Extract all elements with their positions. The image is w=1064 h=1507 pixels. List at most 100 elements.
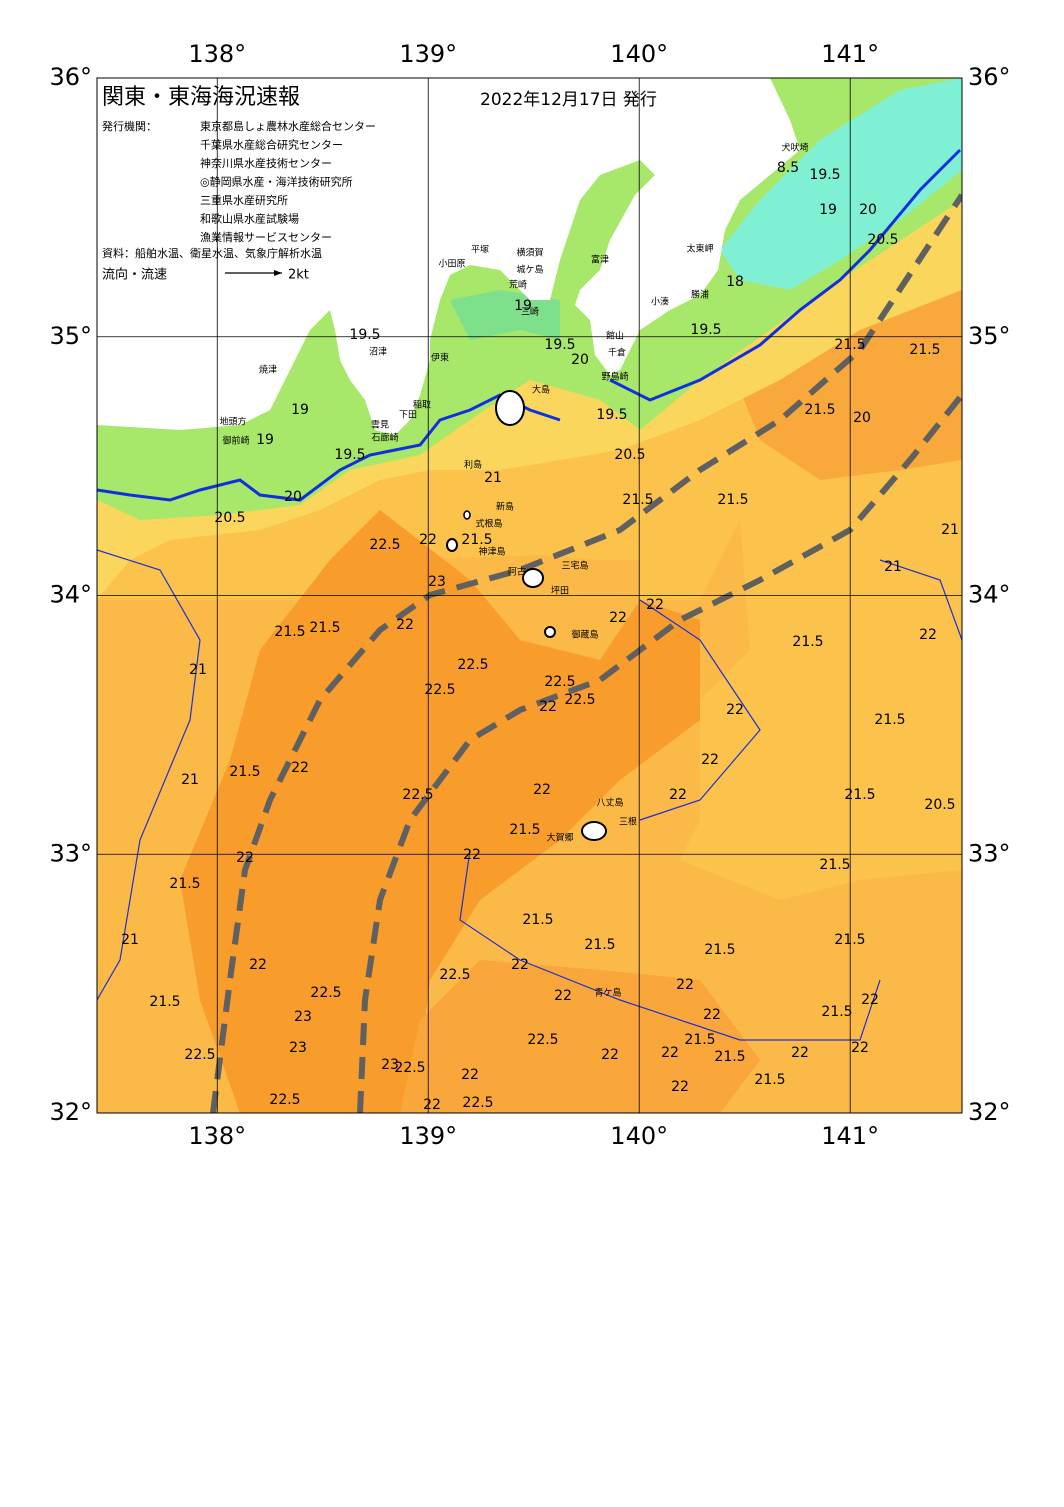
isotherm-line xyxy=(97,393,561,502)
isotherm-label: 19.5 xyxy=(809,167,840,183)
issue-date: 2022年12月17日 発行 xyxy=(480,90,657,110)
place-name: 千倉 xyxy=(608,347,626,359)
isotherm-label: 21 xyxy=(189,662,207,678)
isotherm-label: 19 xyxy=(514,298,532,314)
place-name: 石廊崎 xyxy=(371,432,398,444)
isotherm-label: 22 xyxy=(539,699,557,715)
lon-tick-label: 138° xyxy=(188,40,246,68)
isotherm-label: 23 xyxy=(428,574,446,590)
isotherm-label: 22 xyxy=(851,1040,869,1056)
isotherm-label: 21.5 xyxy=(874,712,905,728)
isotherm-label: 21.5 xyxy=(169,876,200,892)
isotherm-label: 21.5 xyxy=(834,932,865,948)
current-axis xyxy=(357,393,962,1113)
isotherm-label: 22 xyxy=(726,702,744,718)
isotherm-label: 22.5 xyxy=(439,967,470,983)
lat-tick-label: 35° xyxy=(49,322,92,350)
isotherm-label: 21.5 xyxy=(909,342,940,358)
isotherm-label: 19 xyxy=(291,402,309,418)
current-axis xyxy=(210,193,962,1113)
isotherm-label: 21 xyxy=(884,559,902,575)
isotherm-label: 22 xyxy=(646,597,664,613)
lat-tick-label: 32° xyxy=(968,1098,1011,1126)
isotherm-label: 21 xyxy=(484,470,502,486)
place-name: 太東岬 xyxy=(686,243,713,255)
isotherm-label: 21.5 xyxy=(804,402,835,418)
isotherm-label: 22 xyxy=(703,1007,721,1023)
place-name: 三根 xyxy=(619,816,637,828)
isotherm-label: 22 xyxy=(671,1079,689,1095)
place-name: 横須賀 xyxy=(516,247,543,259)
isotherm-label: 22 xyxy=(919,627,937,643)
isotherm-label: 8.5 xyxy=(777,160,799,176)
lon-tick-label: 140° xyxy=(610,1122,668,1150)
isotherm-label: 22 xyxy=(676,977,694,993)
isotherm-label: 22 xyxy=(554,988,572,1004)
issuer: 千葉県水産総合研究センター xyxy=(200,138,343,152)
lat-tick-label: 34° xyxy=(968,581,1011,609)
isotherm-label: 22 xyxy=(601,1047,619,1063)
island xyxy=(522,568,544,588)
isotherm-label: 21.5 xyxy=(309,620,340,636)
place-name: 地頭方 xyxy=(219,416,246,428)
isotherm-label: 22 xyxy=(423,1097,441,1113)
coastal-water xyxy=(720,78,962,290)
lon-tick-label: 141° xyxy=(821,40,879,68)
isotherm-label: 21.5 xyxy=(792,634,823,650)
isotherm-label: 21.5 xyxy=(622,492,653,508)
isotherm-label: 23 xyxy=(294,1009,312,1025)
isotherm-label: 21.5 xyxy=(522,912,553,928)
isotherm-label: 22 xyxy=(533,782,551,798)
lon-tick-label: 139° xyxy=(399,1122,457,1150)
isotherm-label: 23 xyxy=(289,1040,307,1056)
lat-tick-label: 36° xyxy=(49,63,92,91)
place-name: 三宅島 xyxy=(561,560,588,572)
isotherm-line xyxy=(97,549,962,1041)
lat-tick-label: 36° xyxy=(968,63,1011,91)
issuer: 三重県水産研究所 xyxy=(200,193,288,207)
isotherm-label: 20 xyxy=(853,410,871,426)
isotherm-label: 23 xyxy=(381,1057,399,1073)
isotherm-label: 22.5 xyxy=(269,1092,300,1108)
isotherm-label: 22.5 xyxy=(564,692,595,708)
place-name: 三崎 xyxy=(521,306,539,318)
lat-tick-label: 32° xyxy=(49,1098,92,1126)
isotherm-label: 21.5 xyxy=(754,1072,785,1088)
place-name: 稲取 xyxy=(413,399,431,411)
isotherm-label: 20.5 xyxy=(614,447,645,463)
isotherm-label: 21.5 xyxy=(461,532,492,548)
place-name: 平塚 xyxy=(471,245,489,256)
isotherm-label: 22 xyxy=(791,1045,809,1061)
isotherm-label: 22 xyxy=(463,847,481,863)
lat-tick-label: 34° xyxy=(49,581,92,609)
isotherm-label: 19 xyxy=(256,432,274,448)
flow-label: 流向・流速 xyxy=(102,267,167,283)
lon-tick-label: 139° xyxy=(399,40,457,68)
island xyxy=(495,390,525,426)
isotherm-label: 22 xyxy=(661,1045,679,1061)
isotherm-label: 21.5 xyxy=(684,1032,715,1048)
place-name: 利島 xyxy=(464,459,482,471)
isotherm-label: 21 xyxy=(181,772,199,788)
island xyxy=(463,510,471,520)
isotherm-label: 22 xyxy=(461,1067,479,1083)
isotherm-label: 18 xyxy=(726,274,744,290)
place-name: 神津島 xyxy=(478,546,505,558)
isotherm-label: 20.5 xyxy=(214,510,245,526)
place-name: 坪田 xyxy=(551,586,569,597)
isotherm-label: 21.5 xyxy=(149,994,180,1010)
isotherm-label: 22 xyxy=(419,532,437,548)
place-name: 沼津 xyxy=(369,347,387,358)
isotherm-label: 19.5 xyxy=(596,407,627,423)
place-name: 伊東 xyxy=(431,352,449,364)
issuer: 漁業情報サービスセンター xyxy=(200,230,332,244)
isotherm-label: 22.5 xyxy=(462,1095,493,1111)
place-name: 野島崎 xyxy=(601,371,628,383)
isotherm-label: 21.5 xyxy=(819,857,850,873)
place-name: 御前崎 xyxy=(222,435,249,447)
sea-core xyxy=(180,510,700,1113)
isotherm-label: 22 xyxy=(236,850,254,866)
isotherm-label: 22.5 xyxy=(527,1032,558,1048)
isotherm-label: 22 xyxy=(396,617,414,633)
